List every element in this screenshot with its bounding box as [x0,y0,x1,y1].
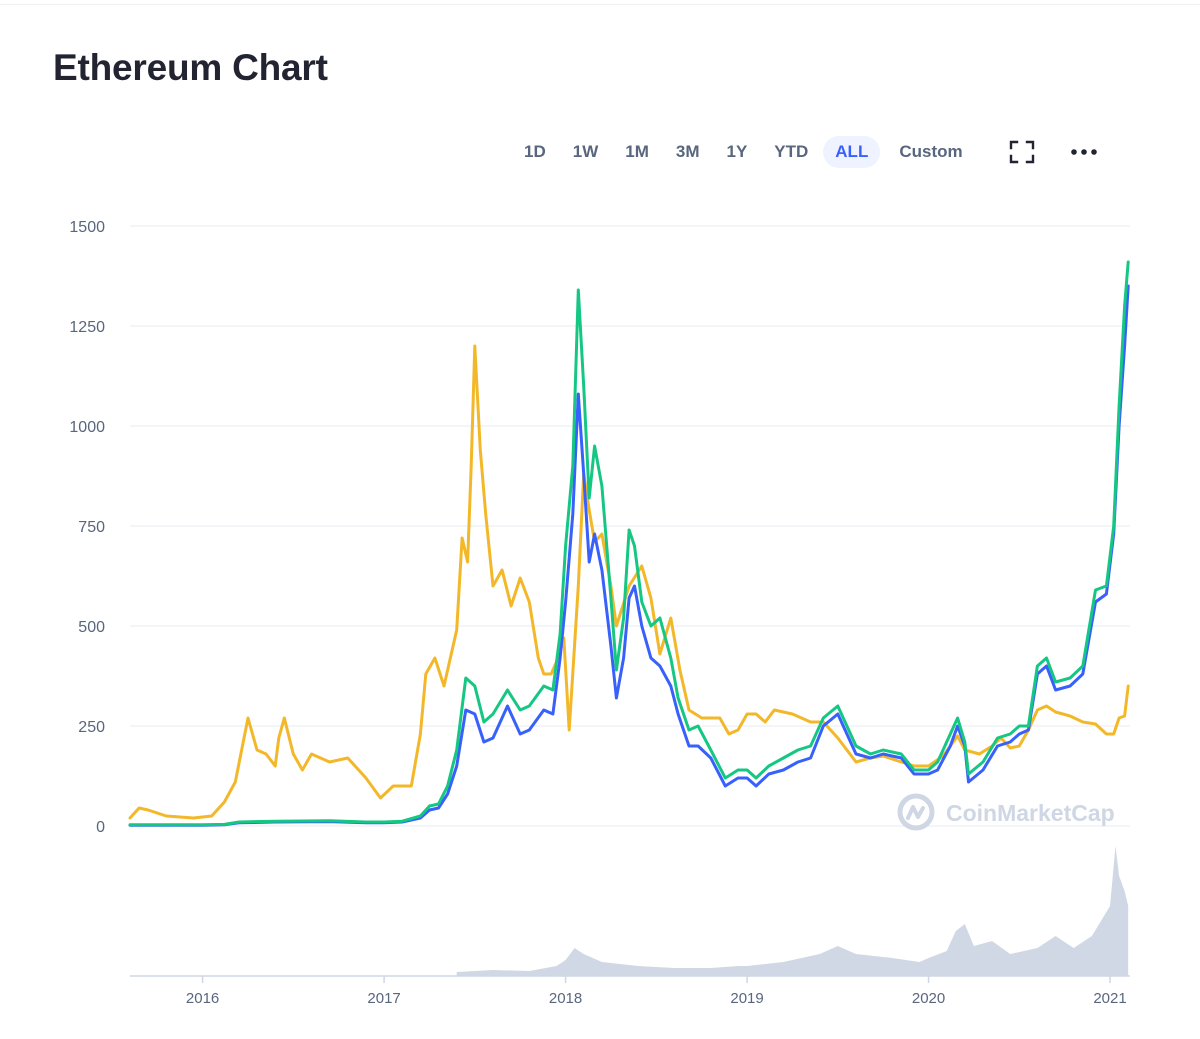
x-tick-label: 2019 [730,990,763,1007]
fullscreen-icon [1009,140,1034,164]
series-line-2 [128,344,1130,820]
chart-toolbar: 1D 1W 1M 3M 1Y YTD ALL Custom [512,136,1104,168]
y-tick-label: 1500 [69,219,105,236]
more-options-button[interactable] [1064,136,1104,168]
range-1d-button[interactable]: 1D [512,136,558,168]
y-tick-label: 0 [96,819,105,836]
series-line-0 [128,284,1130,827]
x-tick-label: 2020 [912,990,945,1007]
y-tick-label: 250 [78,719,105,736]
y-tick-label: 500 [78,619,105,636]
more-horizontal-icon [1070,149,1097,155]
x-tick-label: 2018 [549,990,582,1007]
page-title: Ethereum Chart [53,47,328,88]
range-1w-button[interactable]: 1W [561,136,611,168]
x-tick-label: 2017 [367,990,400,1007]
range-1m-button[interactable]: 1M [613,136,661,168]
range-1y-button[interactable]: 1Y [714,136,759,168]
x-tick-label: 2016 [186,990,219,1007]
watermark: CoinMarketCap [897,793,1115,831]
fullscreen-button[interactable] [1002,136,1042,168]
coinmarketcap-logo-icon [897,793,935,831]
y-tick-label: 1250 [69,319,105,336]
range-ytd-button[interactable]: YTD [762,136,820,168]
range-custom-button[interactable]: Custom [887,136,974,168]
range-all-button[interactable]: ALL [823,136,881,168]
y-tick-label: 1000 [69,419,105,436]
x-tick-label: 2021 [1093,990,1126,1007]
volume-area [456,846,1129,976]
watermark-text: CoinMarketCap [946,800,1115,826]
top-divider [0,4,1200,5]
y-tick-label: 750 [78,519,105,536]
series-line-1 [128,260,1130,827]
range-3m-button[interactable]: 3M [664,136,712,168]
